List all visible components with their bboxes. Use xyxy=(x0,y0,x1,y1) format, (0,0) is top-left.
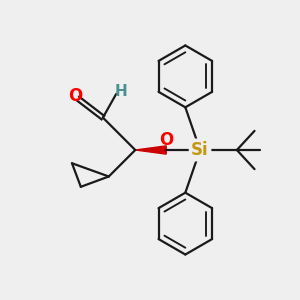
Text: O: O xyxy=(68,87,82,105)
Polygon shape xyxy=(135,146,166,154)
Text: H: H xyxy=(115,84,128,99)
Text: Si: Si xyxy=(191,141,209,159)
Text: O: O xyxy=(159,131,173,149)
